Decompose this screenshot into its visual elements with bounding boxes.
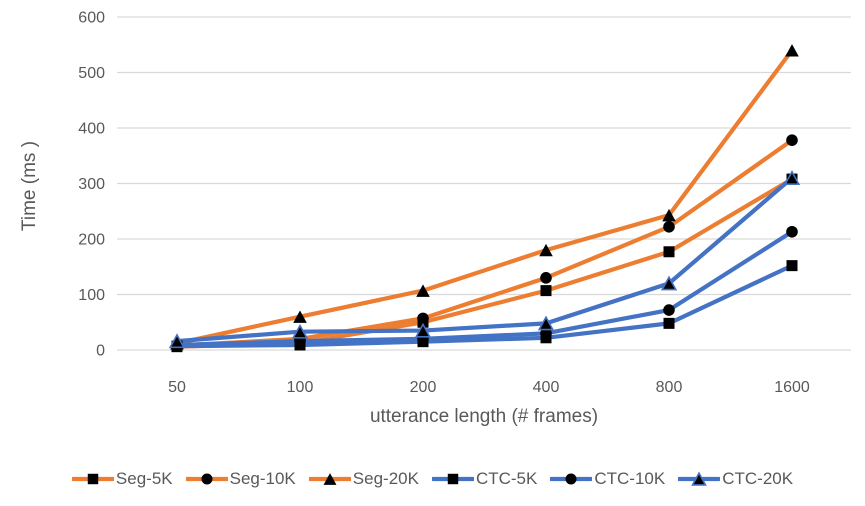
circle-marker-icon xyxy=(540,272,552,284)
legend-item-seg-10k: Seg-10K xyxy=(185,469,296,489)
legend-label: CTC-10K xyxy=(594,469,666,488)
triangle-marker-icon xyxy=(539,243,553,257)
square-marker-icon xyxy=(540,285,552,297)
legend-item-seg-5k: Seg-5K xyxy=(71,469,173,489)
y-tick-label-300: 300 xyxy=(78,176,105,193)
x-axis-title: utterance length (# frames) xyxy=(369,406,599,427)
triangle-marker-icon xyxy=(662,208,676,222)
circle-marker-icon xyxy=(663,220,675,233)
x-tick-label-800: 800 xyxy=(656,379,683,396)
y-tick-label-200: 200 xyxy=(78,232,105,249)
circle-marker-icon xyxy=(540,327,552,340)
triangle-marker-icon xyxy=(293,310,307,323)
triangle-marker-icon xyxy=(414,322,432,338)
y-tick-label-600: 600 xyxy=(78,10,105,27)
chart-legend: Seg-5K Seg-10K Seg-20K CTC-5K CTC-10K CTC-20K xyxy=(0,458,865,500)
x-tick-label-400: 400 xyxy=(533,379,560,396)
legend-swatch-circle-icon xyxy=(550,473,593,485)
circle-marker-icon xyxy=(565,473,577,485)
triangle-marker-icon xyxy=(323,473,337,485)
triangle-marker-icon xyxy=(416,284,430,297)
legend-label: CTC-20K xyxy=(722,469,794,488)
legend-swatch-square-icon xyxy=(431,473,474,485)
circle-marker-icon xyxy=(786,134,798,147)
chart-plot-area: 0 100 200 300 400 500 600 50 100 200 400 800 1600 xyxy=(78,10,851,396)
square-marker-icon xyxy=(663,246,675,258)
legend-swatch-triangle-icon xyxy=(308,473,351,485)
series-line-ctc-20k xyxy=(174,175,795,344)
legend-label: Seg-20K xyxy=(352,469,419,488)
square-marker-icon xyxy=(786,260,798,272)
triangle-marker-icon xyxy=(691,471,708,486)
legend-item-ctc-20k: CTC-20K xyxy=(678,469,793,489)
square-marker-icon xyxy=(447,473,459,485)
circle-marker-icon xyxy=(786,225,798,238)
y-tick-label-400: 400 xyxy=(78,121,105,138)
legend-swatch-square-icon xyxy=(71,473,114,485)
circle-marker-icon xyxy=(663,304,675,316)
legend-item-ctc-5k: CTC-5K xyxy=(431,469,538,489)
triangle-marker-icon xyxy=(785,44,799,57)
series-line-ctc-10k xyxy=(174,229,795,348)
square-marker-icon xyxy=(663,317,675,329)
triangle-marker-icon xyxy=(291,323,309,339)
x-tick-label-1600: 1600 xyxy=(774,379,810,396)
x-tick-label-200: 200 xyxy=(410,379,437,396)
y-tick-label-100: 100 xyxy=(78,287,105,304)
triangle-marker-icon xyxy=(660,275,678,291)
y-axis-title: Time (ms ) xyxy=(19,140,40,232)
triangle-marker-icon xyxy=(783,170,801,185)
legend-swatch-triangle-icon xyxy=(678,471,721,486)
square-marker-icon xyxy=(87,473,99,485)
legend-label: Seg-5K xyxy=(115,469,173,488)
series-line-seg-20k xyxy=(174,48,795,346)
legend-swatch-circle-icon xyxy=(185,473,228,485)
circle-marker-icon xyxy=(417,312,429,325)
x-tick-label-50: 50 xyxy=(168,379,186,396)
triangle-marker-icon xyxy=(537,315,555,331)
y-tick-label-500: 500 xyxy=(78,65,105,82)
triangle-marker-icon xyxy=(168,333,186,349)
series-line-ctc-5k xyxy=(174,263,795,349)
legend-label: Seg-10K xyxy=(229,469,296,488)
y-tick-label-0: 0 xyxy=(96,343,105,360)
legend-label: CTC-5K xyxy=(475,469,538,488)
legend-item-seg-20k: Seg-20K xyxy=(308,469,419,489)
x-tick-label-100: 100 xyxy=(287,379,314,396)
legend-item-ctc-10k: CTC-10K xyxy=(550,469,665,489)
circle-marker-icon xyxy=(201,473,213,485)
